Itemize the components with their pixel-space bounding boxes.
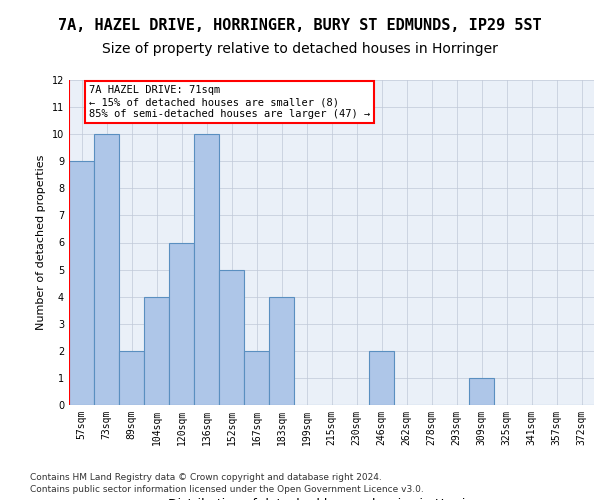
Bar — [144, 296, 169, 405]
Bar — [219, 270, 244, 405]
Bar — [244, 351, 269, 405]
Bar — [269, 296, 294, 405]
Text: 7A, HAZEL DRIVE, HORRINGER, BURY ST EDMUNDS, IP29 5ST: 7A, HAZEL DRIVE, HORRINGER, BURY ST EDMU… — [58, 18, 542, 32]
Text: Contains HM Land Registry data © Crown copyright and database right 2024.: Contains HM Land Registry data © Crown c… — [30, 472, 382, 482]
Text: 7A HAZEL DRIVE: 71sqm
← 15% of detached houses are smaller (8)
85% of semi-detac: 7A HAZEL DRIVE: 71sqm ← 15% of detached … — [89, 86, 370, 118]
Bar — [169, 242, 194, 405]
Text: Contains public sector information licensed under the Open Government Licence v3: Contains public sector information licen… — [30, 485, 424, 494]
Bar — [469, 378, 494, 405]
Bar — [194, 134, 219, 405]
Text: Size of property relative to detached houses in Horringer: Size of property relative to detached ho… — [102, 42, 498, 56]
Bar — [69, 161, 94, 405]
Bar — [369, 351, 394, 405]
X-axis label: Distribution of detached houses by size in Horringer: Distribution of detached houses by size … — [169, 498, 494, 500]
Bar — [119, 351, 144, 405]
Y-axis label: Number of detached properties: Number of detached properties — [36, 155, 46, 330]
Bar — [94, 134, 119, 405]
